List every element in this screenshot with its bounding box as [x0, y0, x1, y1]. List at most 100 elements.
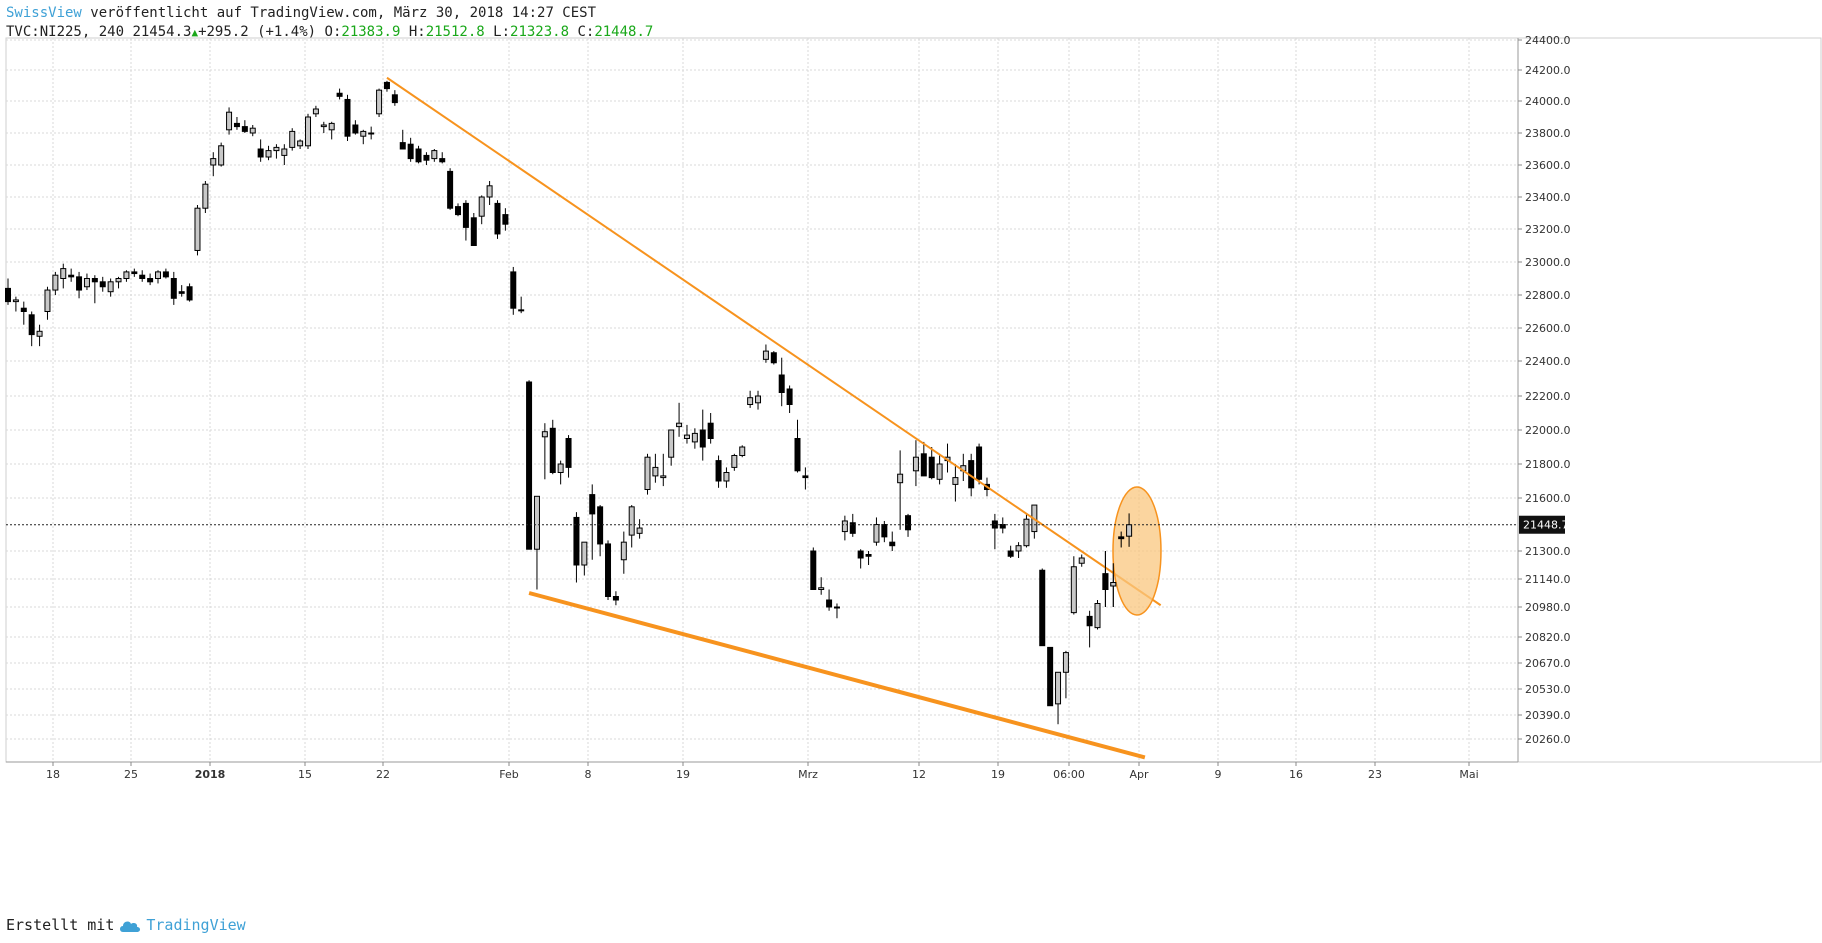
price-tick-label: 20390.0 — [1525, 709, 1571, 722]
candle-body-up — [620, 541, 627, 561]
low-label: L: — [484, 24, 511, 40]
candle-body-down — [778, 374, 785, 393]
candle-body-down — [589, 494, 596, 515]
candle-body-up — [936, 463, 943, 480]
price-tick-label: 22800.0 — [1525, 289, 1571, 302]
candle — [368, 126, 375, 140]
candle-body-down — [131, 271, 138, 275]
candle — [905, 513, 912, 537]
candle — [407, 137, 414, 162]
candle — [115, 276, 122, 289]
candle — [1031, 504, 1038, 539]
candle-body-down — [470, 217, 477, 247]
candle-body-down — [865, 554, 872, 557]
candle-body-up — [36, 330, 43, 337]
candle-body-up — [1062, 652, 1069, 673]
time-tick-label: 8 — [585, 768, 592, 781]
footer-prefix: Erstellt mit — [6, 916, 115, 934]
candle-body-down — [770, 352, 777, 364]
candle — [1094, 600, 1101, 630]
candle — [336, 88, 343, 100]
footer-brand[interactable]: TradingView — [146, 916, 246, 934]
lower-trendline — [528, 591, 1146, 760]
candle-body-up — [289, 130, 296, 148]
candle-body-up — [431, 150, 438, 160]
candle-body-up — [755, 395, 762, 404]
candle — [123, 270, 130, 282]
candle-body-up — [912, 456, 919, 472]
candle — [376, 88, 383, 117]
candle-body-up — [952, 477, 959, 485]
candle — [289, 128, 296, 151]
candle — [470, 213, 477, 247]
candle-body-up — [581, 541, 588, 566]
candle — [660, 453, 667, 487]
candle-body-up — [123, 271, 130, 279]
candle-body-up — [1023, 518, 1030, 547]
candle — [44, 286, 51, 320]
candle-body-up — [360, 130, 367, 137]
candle — [399, 129, 406, 150]
candle-body-down — [68, 274, 75, 278]
candle — [739, 445, 746, 458]
candle-body-up — [297, 140, 304, 147]
candle-body-down — [707, 422, 714, 440]
time-tick-label: 22 — [376, 768, 390, 781]
price-tick-label: 20260.0 — [1525, 733, 1571, 746]
candle-body-down — [28, 314, 35, 336]
author-brand[interactable]: SwissView — [6, 5, 82, 21]
candle — [889, 531, 896, 551]
time-tick-label: 19 — [991, 768, 1005, 781]
candle-body-down — [344, 98, 351, 137]
candle — [68, 268, 75, 282]
price-tick-label: 23000.0 — [1525, 256, 1571, 269]
candle — [581, 541, 588, 576]
candle-body-up — [281, 148, 288, 156]
candle-body-down — [178, 291, 185, 294]
candle — [612, 591, 619, 606]
price-tick-label: 24400.0 — [1525, 34, 1571, 47]
low-value: 21323.8 — [510, 24, 570, 40]
candle — [218, 142, 225, 167]
last-price-badge — [1519, 515, 1565, 534]
price-tick-label: 21800.0 — [1525, 458, 1571, 471]
candle-body-up — [628, 506, 635, 536]
candle — [1023, 513, 1030, 548]
time-tick-label: 23 — [1368, 768, 1382, 781]
candle — [241, 120, 248, 133]
candle-body-up — [731, 455, 738, 468]
candle-body-down — [76, 276, 83, 291]
candle-body-up — [226, 111, 233, 131]
candle — [912, 440, 919, 487]
candle-body-down — [1007, 550, 1014, 557]
candle — [305, 113, 312, 149]
candle-body-up — [107, 281, 114, 293]
price-tick-label: 20670.0 — [1525, 657, 1571, 670]
candle — [731, 453, 738, 471]
candle — [249, 125, 256, 137]
candle-body-down — [976, 446, 983, 480]
candle — [778, 357, 785, 407]
candle-body-down — [715, 460, 722, 482]
candle-body-up — [660, 475, 667, 479]
candle — [12, 296, 19, 312]
candle — [139, 270, 146, 282]
chart-grid — [5, 37, 1822, 763]
open-label: O: — [316, 24, 342, 40]
candle — [510, 266, 517, 315]
candle — [786, 385, 793, 413]
price-tick-label: 21300.0 — [1525, 545, 1571, 558]
candle — [770, 351, 777, 365]
candle — [826, 589, 833, 611]
candle-body-up — [218, 145, 225, 166]
candle-body-up — [762, 350, 769, 360]
candle-body-down — [810, 550, 817, 590]
candle-body-up — [818, 587, 825, 590]
candle — [273, 144, 280, 159]
candle-body-up — [691, 432, 698, 443]
candle-body-up — [60, 268, 67, 280]
candle — [952, 464, 959, 502]
candle — [628, 505, 635, 548]
candle-body-up — [273, 146, 280, 152]
